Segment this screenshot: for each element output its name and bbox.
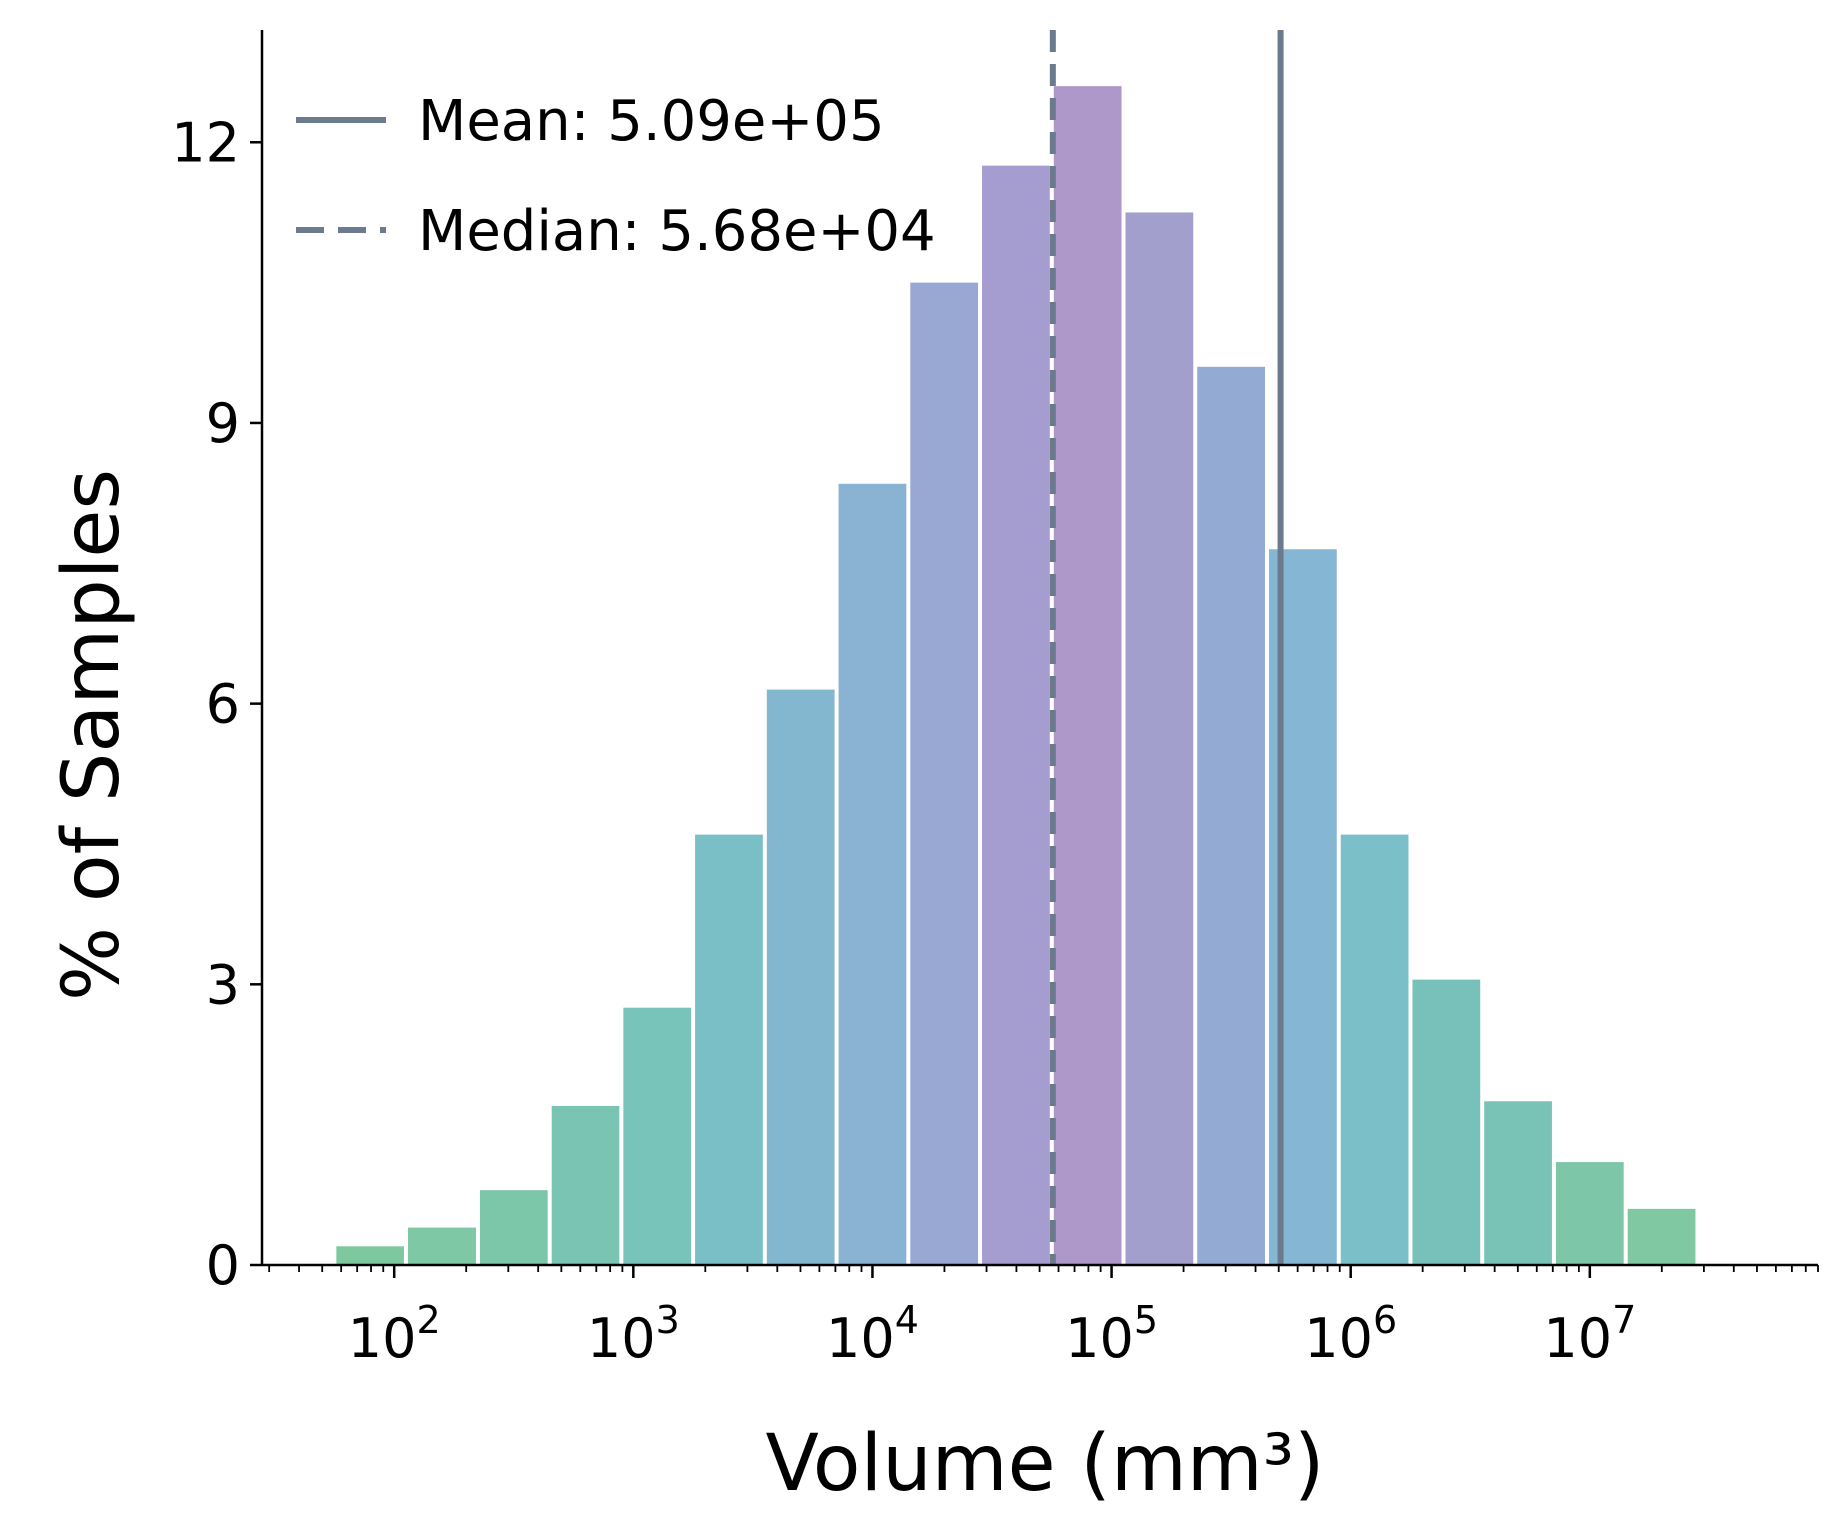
x-tick-label: 105 — [1065, 1298, 1158, 1370]
x-tick-label: 104 — [826, 1298, 919, 1370]
y-tick-label: 3 — [206, 953, 240, 1016]
x-tick-label: 102 — [348, 1298, 441, 1370]
histogram-bar-4 — [551, 1105, 620, 1265]
histogram-bar-19 — [1627, 1208, 1696, 1265]
reference-lines-group — [1049, 30, 1284, 1265]
histogram-bar-17 — [1484, 1101, 1552, 1265]
histogram-bar-12 — [1125, 212, 1194, 1266]
histogram-bar-2 — [407, 1227, 476, 1265]
histogram-bar-1 — [336, 1246, 404, 1265]
x-tick-label: 103 — [587, 1298, 680, 1370]
y-tick-label: 12 — [171, 111, 240, 174]
histogram-bar-16 — [1412, 979, 1481, 1265]
x-tick-label: 107 — [1543, 1298, 1636, 1370]
y-tick-label: 0 — [206, 1234, 240, 1297]
ticks-group: 0 3 6 9 12 102 103 104 105 106 107 — [171, 111, 1819, 1370]
median-legend-label: Median: 5.68e+04 — [418, 199, 936, 264]
y-axis-title: % of Samples — [47, 469, 137, 1001]
histogram-bar-3 — [479, 1190, 548, 1265]
histogram-bar-9 — [910, 282, 979, 1265]
histogram-bar-11 — [1053, 86, 1122, 1266]
histogram-bar-15 — [1340, 834, 1409, 1265]
legend: Mean: 5.09e+05 Median: 5.68e+04 — [296, 89, 936, 264]
histogram-bar-13 — [1197, 366, 1266, 1265]
mean-legend-label: Mean: 5.09e+05 — [418, 89, 885, 154]
histogram-bar-7 — [766, 689, 835, 1265]
y-tick-label: 9 — [206, 392, 240, 455]
histogram-bar-10 — [982, 165, 1050, 1266]
x-tick-label: 106 — [1304, 1298, 1397, 1370]
histogram-bar-18 — [1555, 1162, 1624, 1265]
histogram-bar-8 — [838, 483, 907, 1266]
histogram-bar-5 — [623, 1007, 692, 1265]
histogram-bar-6 — [695, 834, 763, 1265]
y-tick-label: 6 — [206, 673, 240, 736]
x-axis-title: Volume (mm³) — [766, 1419, 1325, 1509]
